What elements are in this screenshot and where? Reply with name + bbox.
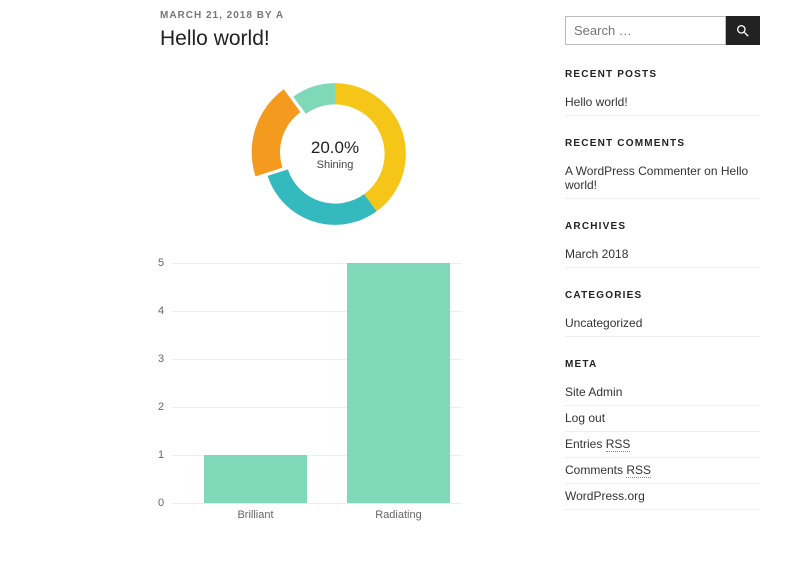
commenter-link[interactable]: A WordPress Commenter — [565, 164, 701, 178]
widget-title: CATEGORIES — [565, 290, 760, 301]
donut-svg[interactable] — [250, 69, 420, 239]
recent-comment-item[interactable]: A WordPress Commenter on Hello world! — [565, 159, 760, 199]
bar-chart[interactable]: 012345BrilliantRadiating — [172, 263, 462, 521]
donut-slice[interactable] — [268, 169, 377, 225]
widget-recent-comments: RECENT COMMENTS A WordPress Commenter on… — [565, 138, 760, 199]
gridline: 0 — [172, 503, 462, 504]
widget-recent-posts: RECENT POSTS Hello world! — [565, 69, 760, 116]
donut-slice[interactable] — [335, 83, 406, 211]
widget-title: RECENT POSTS — [565, 69, 760, 80]
widget-archives: ARCHIVES March 2018 — [565, 221, 760, 268]
rss-abbr: RSS — [626, 463, 651, 478]
archive-link[interactable]: March 2018 — [565, 242, 760, 268]
y-tick-label: 2 — [158, 401, 164, 413]
donut-chart: 20.0% Shining — [160, 69, 510, 239]
post-date: MARCH 21, 2018 — [160, 10, 253, 21]
search-icon — [735, 23, 751, 39]
bar[interactable] — [204, 455, 307, 503]
rss-abbr: RSS — [606, 437, 631, 452]
y-tick-label: 4 — [158, 305, 164, 317]
bar[interactable] — [347, 263, 450, 503]
widget-meta: META Site AdminLog outEntries RSSComment… — [565, 359, 760, 510]
widget-title: ARCHIVES — [565, 221, 760, 232]
post-author[interactable]: A — [276, 10, 284, 21]
sidebar: RECENT POSTS Hello world! RECENT COMMENT… — [565, 10, 760, 532]
comment-on-word: on — [704, 164, 717, 178]
meta-link[interactable]: WordPress.org — [565, 484, 760, 510]
meta-link[interactable]: Log out — [565, 406, 760, 432]
meta-link[interactable]: Comments RSS — [565, 458, 760, 484]
bar-column: Brilliant — [204, 455, 307, 503]
y-tick-label: 5 — [158, 257, 164, 269]
widget-categories: CATEGORIES Uncategorized — [565, 290, 760, 337]
widget-title: RECENT COMMENTS — [565, 138, 760, 149]
search-input[interactable] — [565, 16, 726, 45]
meta-link[interactable]: Site Admin — [565, 380, 760, 406]
search-form — [565, 16, 760, 45]
recent-post-link[interactable]: Hello world! — [565, 90, 760, 116]
y-tick-label: 1 — [158, 449, 164, 461]
meta-link[interactable]: Entries RSS — [565, 432, 760, 458]
post-by: BY — [257, 10, 273, 21]
donut-slice[interactable] — [252, 89, 301, 176]
bar-column: Radiating — [347, 263, 450, 503]
post-title[interactable]: Hello world! — [160, 27, 510, 51]
y-tick-label: 3 — [158, 353, 164, 365]
post-meta: MARCH 21, 2018 BY A — [160, 10, 510, 21]
donut-slice[interactable] — [293, 83, 335, 114]
post-main: MARCH 21, 2018 BY A Hello world! 20.0% S… — [160, 10, 510, 532]
category-link[interactable]: Uncategorized — [565, 311, 760, 337]
bar-category-label: Brilliant — [237, 509, 273, 521]
search-button[interactable] — [726, 16, 760, 45]
y-tick-label: 0 — [158, 497, 164, 509]
bar-category-label: Radiating — [375, 509, 421, 521]
widget-title: META — [565, 359, 760, 370]
